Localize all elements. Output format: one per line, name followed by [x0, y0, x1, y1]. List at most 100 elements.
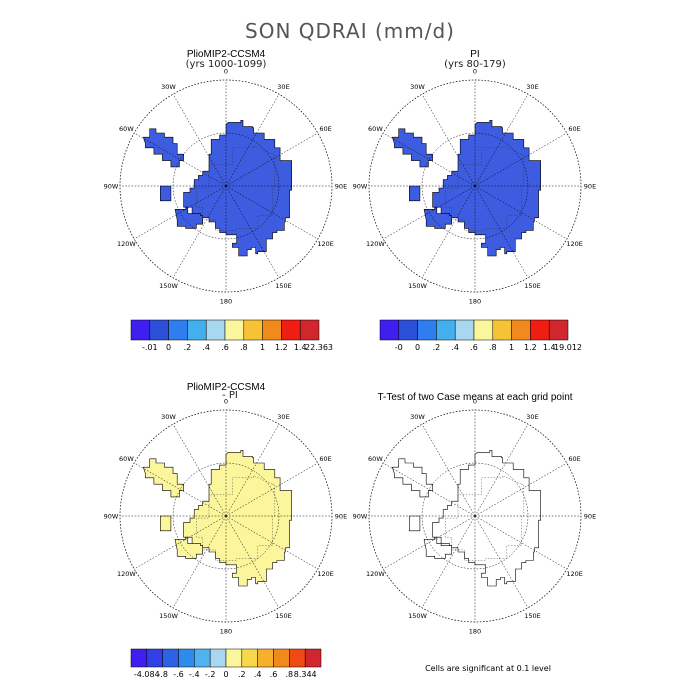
- colorbar-swatch: [162, 648, 179, 668]
- colorbar-swatch: [511, 319, 531, 341]
- meridian-line: [474, 424, 529, 517]
- colorbar-swatch: [224, 319, 245, 341]
- colorbar-tick-label: -0: [395, 343, 403, 352]
- significance-note: Cells are significant at 0.1 level: [425, 664, 551, 673]
- colorbar-swatch: [273, 648, 290, 668]
- colorbar-swatch: [379, 319, 400, 341]
- colorbar-swatch: [187, 319, 207, 341]
- longitude-label: 60W: [368, 455, 383, 463]
- longitude-label: 120W: [366, 240, 385, 248]
- latitude-circle: [172, 462, 280, 570]
- longitude-label: 120E: [317, 570, 334, 578]
- colorbar-tick-label: 1: [509, 343, 514, 352]
- peninsula-landmass: [391, 458, 433, 498]
- colorbar-swatch: [130, 648, 148, 668]
- longitude-label: 150E: [275, 612, 292, 620]
- colorbar-tick-label: 0: [415, 343, 420, 352]
- colorbar-swatch: [289, 648, 306, 668]
- colorbar-tick-label: 1.2: [275, 343, 288, 352]
- longitude-label: 30E: [277, 83, 289, 91]
- longitude-label: 150W: [408, 612, 427, 620]
- colorbar-swatch: [149, 319, 169, 341]
- colorbar-tick-label: 22.363: [305, 343, 333, 352]
- colorbar-tick-label: 1.4: [294, 343, 307, 352]
- colorbar-tick-label: 1.2: [524, 343, 537, 352]
- longitude-label: 180: [220, 298, 232, 306]
- polar-map: 0 30E 60E 90E 120E 150E 180 150W 120W 90W 60W 30W: [104, 68, 348, 306]
- panel-title: PI: [470, 49, 479, 60]
- colorbar-tick-label: .8: [489, 343, 497, 352]
- longitude-label: 150E: [524, 612, 541, 620]
- longitude-label: 60E: [319, 125, 331, 133]
- colorbar-tick-label: -.6: [173, 670, 184, 679]
- colorbar-swatch: [209, 648, 227, 668]
- longitude-label: 150E: [524, 282, 541, 290]
- longitude-label: 90E: [584, 513, 596, 521]
- longitude-label: 0: [224, 68, 228, 76]
- colorbar-swatch: [194, 648, 211, 668]
- longitude-label: 90E: [335, 513, 347, 521]
- meridian-line: [421, 515, 476, 608]
- longitude-label: 120W: [117, 570, 136, 578]
- colorbar-swatch: [530, 319, 550, 341]
- longitude-label: 120E: [566, 570, 583, 578]
- panel-subtitle: - PI: [222, 390, 238, 401]
- island-landmass: [174, 536, 203, 559]
- colorbar-tick-label: 1.4: [543, 343, 556, 352]
- meridian-line: [383, 462, 476, 517]
- colorbar-swatch: [299, 319, 320, 341]
- longitude-label: 180: [469, 298, 481, 306]
- colorbar-tick-label: .2: [433, 343, 441, 352]
- polar-map: 0 30E 60E 90E 120E 150E 180 150W 120W 90W 60W 30W: [104, 398, 348, 636]
- longitude-label: 30W: [161, 413, 176, 421]
- colorbar-swatch: [243, 319, 263, 341]
- colorbar-tick-label: 0: [223, 670, 228, 679]
- longitude-label: 90W: [353, 513, 368, 521]
- colorbar-tick-label: .6: [221, 343, 229, 352]
- panel-pliomip2: PlioMIP2-CCSM4 (yrs 1000-1099) 0 30E 60E 90…: [104, 49, 348, 306]
- colorbar-tick-label: 1: [260, 343, 265, 352]
- island-landmass: [160, 515, 172, 532]
- longitude-label: 30E: [526, 413, 538, 421]
- longitude-label: 30E: [526, 83, 538, 91]
- panel-title: PlioMIP2-CCSM4: [187, 49, 266, 60]
- longitude-label: 120W: [117, 240, 136, 248]
- island-landmass: [409, 515, 421, 532]
- latitude-circle: [421, 462, 529, 570]
- panel-ttest: T-Test of two Case means at each grid po…: [353, 392, 597, 636]
- longitude-label: 180: [469, 628, 481, 636]
- longitude-label: 60W: [119, 455, 134, 463]
- longitude-label: 60W: [119, 125, 134, 133]
- longitude-label: 60E: [568, 455, 580, 463]
- colorbar-tick-label: .6: [470, 343, 478, 352]
- longitude-label: 120W: [366, 570, 385, 578]
- longitude-label: 60E: [568, 125, 580, 133]
- island-landmass: [160, 185, 172, 202]
- colorbar-tick-label: -.01: [142, 343, 158, 352]
- colorbar-tick-label: -.2: [205, 670, 216, 679]
- antarctica-landmass: [432, 450, 541, 587]
- figure-title: SON QDRAI (mm/d): [245, 19, 455, 43]
- longitude-label: 120E: [566, 240, 583, 248]
- colorbar-tick-label: 0: [166, 343, 171, 352]
- colorbar-swatch: [492, 319, 512, 341]
- colorbar-pliomip2: -.01 0 .2 .4 .6 .8 1 1.2 1.422.363: [130, 319, 333, 352]
- colorbar-tick-label: 8.344: [294, 670, 317, 679]
- colorbar-swatch: [257, 648, 274, 668]
- longitude-label: 90W: [104, 513, 119, 521]
- longitude-label: 0: [473, 68, 477, 76]
- colorbar-swatch: [473, 319, 494, 341]
- island-landmass: [423, 206, 452, 229]
- panel-subtitle: (yrs 80-179): [444, 59, 506, 70]
- peninsula-landmass: [391, 128, 433, 168]
- longitude-label: 90E: [335, 183, 347, 191]
- meridian-line: [474, 515, 567, 570]
- colorbar-swatch: [548, 319, 569, 341]
- longitude-label: 60E: [319, 455, 331, 463]
- colorbar-tick-label: .8: [285, 670, 293, 679]
- colorbar-swatch: [304, 648, 322, 668]
- colorbar-swatch: [262, 319, 282, 341]
- colorbar-swatch: [168, 319, 188, 341]
- ice-shelf-line: [196, 145, 275, 231]
